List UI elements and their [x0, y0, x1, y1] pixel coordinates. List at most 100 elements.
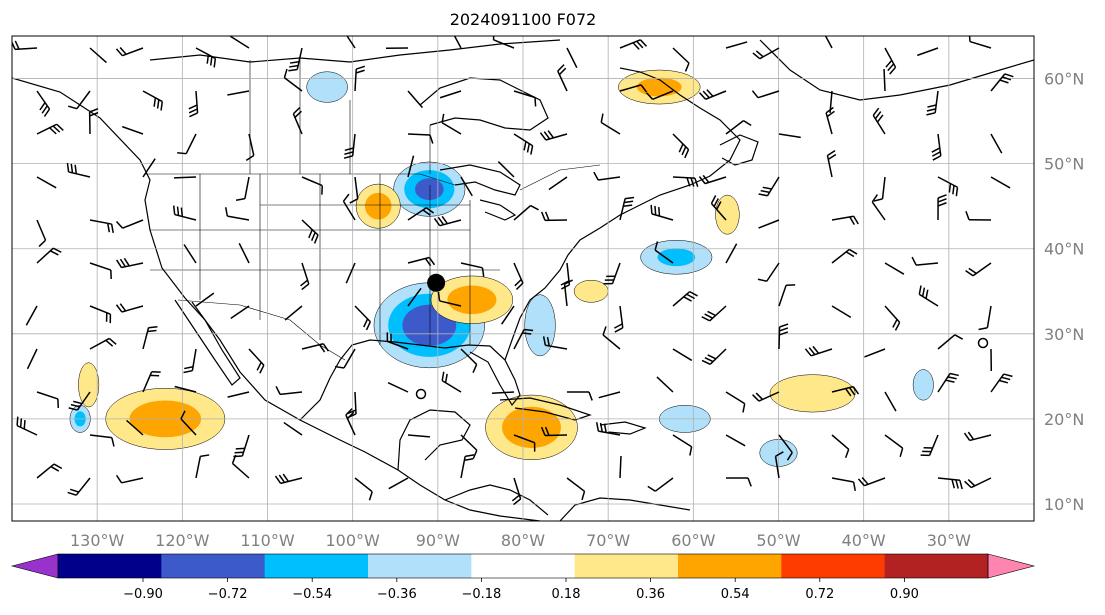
wind-barb — [937, 477, 963, 490]
wind-barb — [871, 194, 886, 221]
wind-barb — [752, 391, 780, 402]
map-frame — [11, 35, 1035, 522]
wind-barb — [301, 219, 319, 244]
wind-barb — [911, 256, 939, 266]
anomaly-contour-8-0.18 — [769, 374, 856, 413]
wind-barb — [36, 391, 60, 408]
wind-barb — [757, 262, 780, 282]
anomaly-contour-4-0.36 — [364, 192, 392, 220]
wind-barb — [778, 434, 793, 461]
wind-barb — [931, 133, 942, 161]
wind-barb — [229, 36, 250, 49]
wind-barb — [758, 176, 780, 197]
wind-barb — [831, 385, 860, 397]
wind-barb — [439, 90, 462, 99]
colorbar-segment — [161, 554, 266, 578]
wind-barb — [710, 195, 727, 221]
latitude-labels: 60°N 50°N 40°N 30°N 20°N 10°N — [1044, 70, 1084, 514]
wind-barb — [230, 305, 250, 319]
wind-barb — [195, 292, 215, 307]
wind-barb — [964, 477, 992, 489]
wind-barb — [36, 176, 57, 189]
colorbar-segment — [781, 554, 886, 578]
colorbar-tick-label: 0.72 — [805, 587, 834, 602]
wind-barb — [460, 262, 485, 277]
anomaly-contour-16-0.18 — [715, 194, 740, 235]
wind-barbs — [12, 36, 1014, 506]
wind-barb — [288, 47, 303, 72]
wind-barb — [698, 174, 727, 185]
wind-barb — [725, 41, 748, 49]
wind-barb — [778, 133, 801, 139]
wind-barb — [965, 262, 992, 277]
colorbar-tick-label: 0.18 — [552, 587, 581, 602]
wind-barb — [12, 40, 38, 51]
wind-barb — [437, 291, 462, 307]
wind-barb — [857, 477, 886, 487]
coastlines-and-borders — [12, 39, 1034, 521]
colorbar-extend-min — [10, 553, 59, 579]
na-west-coast — [12, 77, 541, 521]
wind-barb — [453, 36, 462, 49]
wind-barb — [26, 348, 38, 370]
wind-barb — [540, 211, 568, 222]
wind-barb — [990, 373, 1013, 393]
wind-barb — [345, 408, 356, 436]
hispaniola — [599, 421, 647, 435]
wind-barb — [300, 262, 310, 291]
wind-barb — [354, 477, 373, 501]
colorbar-segment — [471, 554, 576, 578]
wind-barb — [173, 176, 197, 179]
wind-barb — [195, 47, 217, 68]
wind-barb — [598, 391, 621, 399]
lon-tick-label: 40°W — [842, 531, 886, 550]
wind-barb — [36, 219, 47, 248]
wind-barb — [126, 419, 144, 436]
hudson-bay — [419, 77, 549, 131]
colorbar-tick-label: 0.90 — [890, 587, 919, 602]
lon-tick-label: 90°W — [416, 531, 460, 550]
wind-barb — [824, 36, 833, 49]
wind-barb — [283, 68, 303, 92]
lat-tick-label: 40°N — [1044, 240, 1084, 259]
lon-tick-label: 70°W — [586, 531, 630, 550]
wind-barb — [826, 149, 837, 178]
wind-barb — [68, 90, 91, 110]
wind-barb — [89, 337, 117, 350]
anomaly-contour-5-0.36 — [447, 285, 497, 315]
wind-barb — [195, 454, 210, 479]
colorbar-tick-label: −0.18 — [461, 587, 501, 602]
wind-barb — [283, 421, 303, 436]
wind-barb — [142, 158, 156, 178]
wind-barb — [36, 123, 64, 135]
wind-barb — [672, 348, 693, 362]
wind-barb — [600, 113, 621, 135]
wind-barb — [513, 133, 534, 155]
wind-barb — [965, 210, 992, 221]
wind-barb — [698, 89, 727, 100]
wind-barb — [88, 107, 99, 135]
colorbar-tick-label: −0.90 — [123, 587, 163, 602]
wind-barb — [968, 36, 992, 49]
wind-barb — [433, 215, 462, 227]
wind-barb — [511, 477, 522, 506]
wind-barb — [672, 47, 690, 72]
wind-barb — [177, 133, 197, 155]
wind-barb — [36, 247, 62, 264]
wind-barb — [804, 345, 833, 357]
wind-barb — [460, 176, 473, 197]
wind-barb — [16, 416, 38, 436]
wind-barb — [25, 305, 38, 326]
wind-barb — [492, 36, 515, 49]
wind-barb — [831, 477, 856, 491]
lon-tick-label: 130°W — [70, 531, 125, 550]
wind-barb — [672, 434, 693, 456]
wind-barb — [566, 47, 578, 69]
wind-barb — [656, 376, 674, 393]
wind-barb — [758, 219, 780, 229]
wind-barb — [566, 477, 586, 501]
wind-barb — [354, 305, 372, 331]
wind-barb — [407, 90, 424, 109]
yucatan — [397, 409, 471, 471]
wind-barb — [701, 348, 727, 365]
